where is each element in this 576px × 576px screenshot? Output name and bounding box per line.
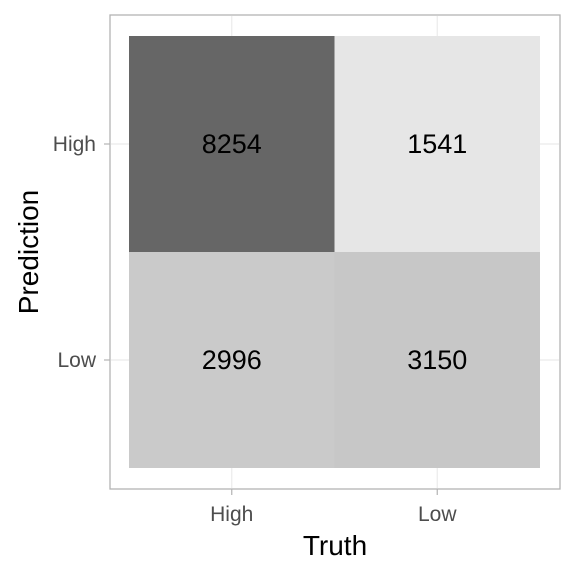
heatmap-cell-low-low <box>334 252 540 468</box>
y-tick-label-high: High <box>53 133 96 156</box>
y-axis-ticks: High Low <box>53 133 110 372</box>
x-axis-ticks: High Low <box>210 489 457 526</box>
cell-value-high-low: 1541 <box>407 129 467 159</box>
cell-value-low-high: 2996 <box>202 345 262 375</box>
cell-value-low-low: 3150 <box>407 345 467 375</box>
x-tick-label-high: High <box>210 503 253 526</box>
heatmap-cells <box>129 36 540 468</box>
y-tick-label-low: Low <box>57 349 96 372</box>
cell-value-high-high: 8254 <box>202 129 262 159</box>
y-axis-title: Prediction <box>13 190 44 315</box>
heatmap-cell-high-low <box>334 36 540 252</box>
heatmap-cell-high-high <box>129 36 335 252</box>
x-axis-title: Truth <box>303 530 367 561</box>
x-tick-label-low: Low <box>418 503 457 526</box>
cell-value-labels: 8254 1541 2996 3150 <box>202 129 468 375</box>
heatmap-cell-low-high <box>129 252 335 468</box>
